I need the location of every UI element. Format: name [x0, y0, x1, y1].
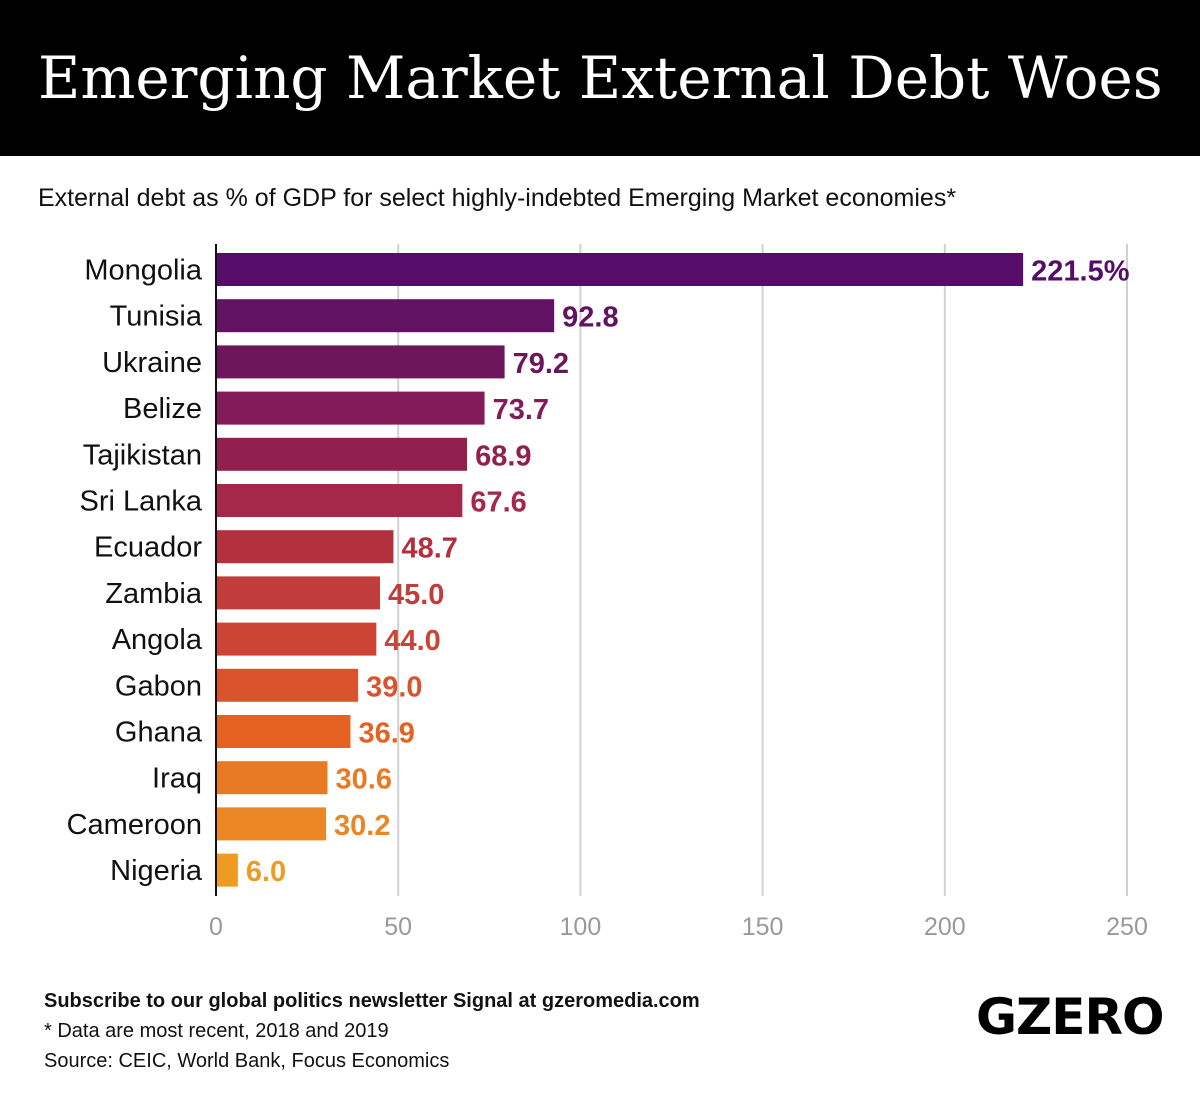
- bar: [217, 668, 359, 702]
- header: Emerging Market External Debt Woes: [0, 0, 1200, 156]
- value-label: 221.5%: [1031, 256, 1130, 288]
- category-label: Ghana: [115, 717, 203, 749]
- category-label: Cameroon: [67, 809, 202, 841]
- x-tick-label: 200: [924, 913, 966, 941]
- bar: [217, 761, 328, 795]
- category-label: Ukraine: [102, 347, 202, 379]
- category-label: Tajikistan: [83, 439, 202, 471]
- x-tick-label: 150: [742, 913, 784, 941]
- value-label: 39.0: [366, 671, 422, 703]
- bar: [217, 253, 1024, 286]
- value-label: 45.0: [388, 579, 444, 611]
- value-label: 30.2: [334, 810, 390, 842]
- value-label: 79.2: [513, 348, 569, 380]
- value-label: 48.7: [401, 533, 457, 565]
- bar-chart: 0 50 100 150 200 250 Mongolia 221.5% Tunisia 92.8…: [67, 244, 1148, 941]
- x-tick-label: 250: [1106, 913, 1148, 941]
- subscribe-text: Subscribe to our global politics newslet…: [44, 990, 700, 1012]
- x-tick-label: 100: [560, 913, 602, 941]
- bar: [217, 391, 485, 425]
- category-label: Mongolia: [84, 255, 203, 287]
- bar: [217, 622, 377, 656]
- value-label: 67.6: [470, 487, 526, 519]
- value-label: 68.9: [475, 440, 531, 472]
- bar: [217, 576, 380, 610]
- gzero-logo: GZERO: [976, 988, 1164, 1046]
- value-label: 44.0: [384, 625, 440, 657]
- bar: [217, 853, 238, 887]
- x-tick-label: 0: [209, 913, 223, 941]
- bar: [217, 345, 505, 379]
- bar: [217, 437, 468, 471]
- value-label: 30.6: [336, 764, 392, 796]
- bar: [217, 484, 463, 517]
- source-text: Source: CEIC, World Bank, Focus Economic…: [44, 1050, 450, 1072]
- category-label: Tunisia: [110, 301, 203, 333]
- category-label: Nigeria: [110, 855, 203, 887]
- footnote: * Data are most recent, 2018 and 2019: [44, 1020, 389, 1042]
- category-label: Belize: [123, 393, 202, 425]
- value-label: 73.7: [493, 394, 549, 426]
- category-label: Iraq: [152, 763, 202, 795]
- chart-subtitle: External debt as % of GDP for select hig…: [38, 184, 957, 212]
- bar: [217, 807, 327, 841]
- value-label: 6.0: [246, 856, 286, 888]
- bar: [217, 715, 351, 748]
- chart-title: Emerging Market External Debt Woes: [38, 44, 1163, 112]
- category-label: Sri Lanka: [79, 486, 202, 518]
- bar: [217, 530, 394, 564]
- category-label: Zambia: [105, 578, 203, 610]
- bar: [217, 299, 555, 333]
- x-tick-label: 50: [384, 913, 412, 941]
- value-label: 92.8: [562, 302, 618, 334]
- value-label: 36.9: [358, 718, 414, 750]
- category-label: Ecuador: [94, 532, 202, 564]
- category-label: Gabon: [115, 670, 202, 702]
- category-label: Angola: [112, 624, 203, 656]
